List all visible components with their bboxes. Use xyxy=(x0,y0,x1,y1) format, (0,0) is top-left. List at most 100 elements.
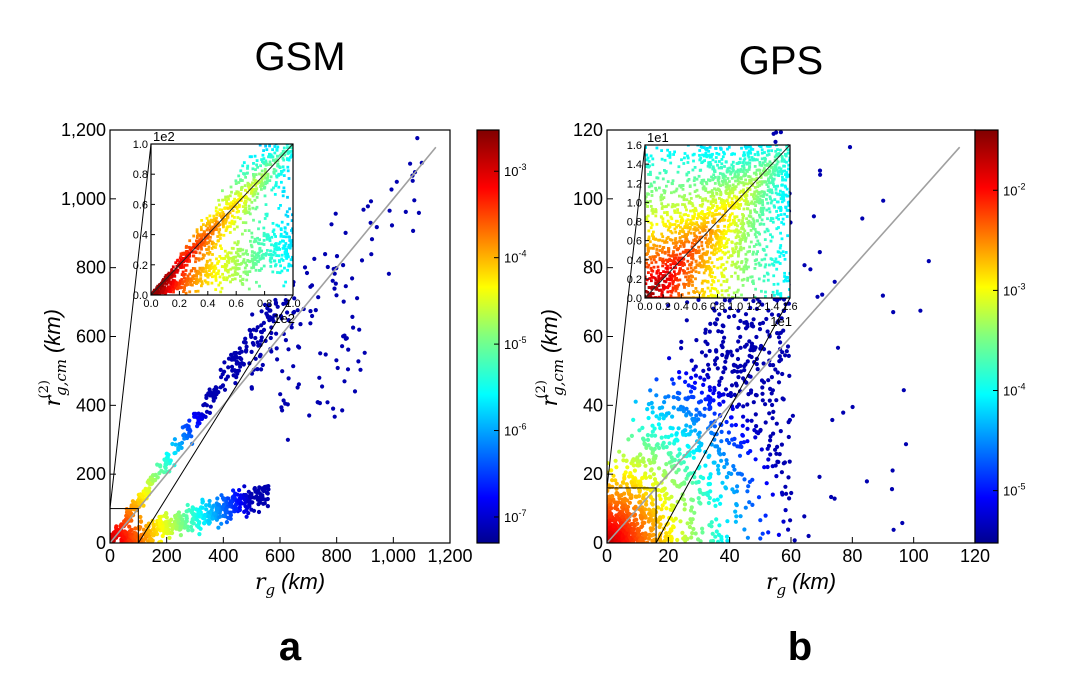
scatter-point xyxy=(412,198,417,203)
inset-point xyxy=(741,161,745,164)
scatter-point xyxy=(632,468,638,473)
scatter-point xyxy=(758,518,763,523)
scatter-point xyxy=(664,531,669,536)
scatter-point xyxy=(656,422,662,427)
inset-point xyxy=(701,197,704,201)
inset-point xyxy=(779,292,783,295)
inset-point xyxy=(221,219,225,222)
inset-point xyxy=(727,184,730,188)
scatter-point xyxy=(693,531,698,536)
inset-point xyxy=(272,140,275,143)
inset-point xyxy=(668,225,672,228)
inset-point xyxy=(241,283,245,286)
inset-point xyxy=(743,157,747,161)
scatter-point xyxy=(722,308,728,313)
scatter-point xyxy=(237,346,242,351)
inset-point xyxy=(673,246,676,249)
scatter-point xyxy=(265,504,270,509)
inset-point xyxy=(155,292,158,295)
inset-point xyxy=(688,192,692,196)
inset-point xyxy=(711,251,715,255)
inset-point xyxy=(706,199,710,203)
inset-point xyxy=(208,251,212,254)
inset-point xyxy=(272,168,276,171)
inset-point xyxy=(253,180,257,183)
inset-point xyxy=(687,230,691,234)
scatter-point xyxy=(725,475,730,480)
inset-point xyxy=(764,141,767,144)
scatter-point xyxy=(368,199,374,204)
scatter-point xyxy=(346,347,351,352)
inset-point xyxy=(784,141,787,144)
scatter-point xyxy=(712,424,718,429)
scatter-point xyxy=(157,521,162,526)
inset-point xyxy=(242,161,246,164)
inset-point xyxy=(242,258,246,261)
inset-point xyxy=(283,266,286,270)
scatter-point xyxy=(195,523,200,528)
inset-point xyxy=(778,255,782,258)
scatter-point xyxy=(153,473,158,478)
inset-point xyxy=(234,192,237,196)
inset-point xyxy=(732,296,736,298)
inset-point xyxy=(721,183,725,187)
inset-point xyxy=(265,237,269,241)
inset-point xyxy=(272,170,276,174)
inset-point xyxy=(768,141,771,144)
inset-point xyxy=(717,177,721,180)
scatter-point xyxy=(681,409,686,414)
inset-point xyxy=(763,238,767,241)
scatter-point xyxy=(683,428,688,433)
inset-point xyxy=(255,256,259,259)
inset-point xyxy=(715,213,719,216)
inset-point xyxy=(192,250,195,254)
diagonal-line xyxy=(109,146,437,544)
scatter-point xyxy=(162,513,167,519)
inset-point xyxy=(237,174,241,178)
inset-point xyxy=(186,274,190,278)
inset-point xyxy=(222,278,226,281)
inset-point xyxy=(264,161,268,165)
scatter-point xyxy=(786,420,791,425)
scatter-point xyxy=(632,506,637,511)
scatter-point xyxy=(703,353,708,358)
inset-point xyxy=(268,259,272,262)
scatter-point xyxy=(237,505,242,510)
inset-point xyxy=(254,173,258,176)
inset-point xyxy=(241,179,244,182)
scatter-point xyxy=(649,400,654,406)
scatter-point xyxy=(256,502,261,507)
inset-point xyxy=(226,252,229,256)
inset-point xyxy=(697,271,701,274)
inset-point xyxy=(756,250,759,253)
scatter-point xyxy=(818,172,823,177)
scatter-point xyxy=(623,470,628,475)
inset-point xyxy=(191,267,195,270)
inset-point xyxy=(261,153,265,157)
inset-point xyxy=(291,238,293,242)
scatter-point xyxy=(697,448,702,453)
scatter-point xyxy=(631,528,636,533)
inset-point xyxy=(199,245,203,249)
inset-point xyxy=(289,140,292,143)
inset-point xyxy=(284,235,288,239)
scatter-point xyxy=(180,517,185,522)
inset-point xyxy=(209,264,213,267)
inset-point xyxy=(235,225,239,229)
scatter-point xyxy=(688,412,694,417)
zoom-connector-bottom xyxy=(655,297,791,544)
scatter-point xyxy=(340,344,345,349)
inset-point xyxy=(281,259,285,262)
inset-point xyxy=(780,159,784,163)
scatter-point xyxy=(610,478,615,483)
inset-point xyxy=(223,257,227,260)
inset-point xyxy=(288,140,291,143)
scatter-point xyxy=(197,532,202,537)
inset-point xyxy=(785,279,789,283)
inset-point xyxy=(753,267,757,270)
inset-point xyxy=(717,249,721,253)
inset-point xyxy=(291,227,293,231)
scatter-point xyxy=(170,441,175,447)
scatter-point xyxy=(646,443,651,448)
inset-point xyxy=(216,224,220,228)
